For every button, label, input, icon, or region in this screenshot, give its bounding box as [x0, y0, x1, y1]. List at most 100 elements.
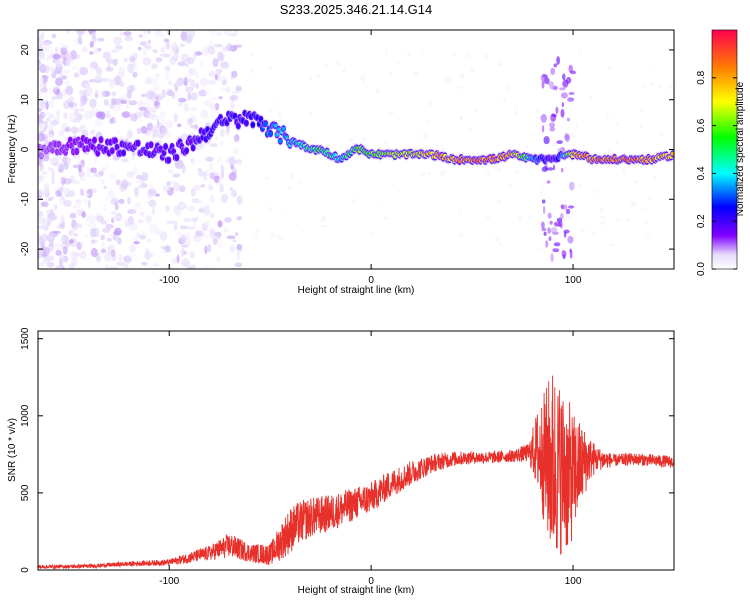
noise-blob [165, 71, 171, 79]
noise-blob [466, 53, 472, 58]
noise-blob [59, 73, 64, 79]
noise-blob [152, 263, 160, 267]
noise-blob [111, 91, 117, 97]
noise-blob [276, 234, 280, 239]
spread-blob [567, 235, 574, 244]
noise-blob [220, 61, 230, 69]
noise-blob [116, 129, 121, 134]
noise-blob [145, 215, 152, 224]
noise-blob [41, 201, 49, 207]
noise-blob [375, 88, 381, 94]
noise-blob [215, 183, 221, 186]
noise-blob [47, 197, 53, 201]
noise-blob [658, 85, 664, 88]
noise-blob [222, 79, 227, 86]
noise-blob [634, 179, 639, 184]
noise-blob [192, 159, 201, 163]
noise-blob [152, 109, 157, 113]
noise-blob [73, 118, 78, 122]
noise-blob [89, 242, 94, 247]
noise-blob [38, 108, 42, 113]
noise-blob [97, 37, 105, 42]
noise-blob [230, 164, 234, 170]
chart-title: S233.2025.346.21.14.G14 [280, 2, 433, 17]
noise-blob [639, 124, 643, 128]
noise-blob [38, 92, 43, 100]
noise-blob [121, 158, 130, 163]
spread-blob [566, 117, 571, 122]
noise-blob [42, 111, 51, 117]
noise-blob [279, 237, 284, 240]
noise-blob [130, 155, 136, 160]
noise-blob [75, 198, 82, 209]
noise-blob [148, 107, 154, 113]
noise-blob [50, 66, 54, 74]
noise-blob [131, 236, 138, 241]
noise-blob [76, 30, 85, 36]
spread-blob [540, 114, 547, 123]
ridge-core [136, 141, 141, 146]
noise-blob [237, 158, 243, 165]
noise-blob [126, 103, 129, 109]
noise-blob [109, 102, 115, 110]
noise-blob [63, 45, 70, 49]
noise-blob [193, 184, 200, 191]
noise-blob [236, 195, 243, 205]
noise-blob [147, 39, 152, 44]
noise-blob [142, 30, 149, 35]
spread-blob [541, 80, 545, 89]
noise-blob [578, 183, 581, 189]
noise-blob [65, 30, 71, 34]
noise-blob [77, 158, 83, 165]
noise-blob [151, 114, 160, 121]
noise-blob [229, 187, 234, 191]
noise-blob [646, 235, 651, 239]
noise-blob [80, 192, 90, 197]
noise-blob [80, 95, 87, 105]
colorbar-tick-label: 0.8 [696, 70, 707, 84]
noise-blob [71, 220, 79, 231]
noise-blob [101, 167, 106, 172]
noise-blob [215, 135, 219, 142]
noise-blob [168, 80, 172, 86]
noise-blob [246, 72, 250, 75]
noise-blob [162, 185, 170, 192]
noise-blob [102, 90, 111, 97]
ridge-core [166, 158, 171, 163]
noise-blob [143, 34, 147, 39]
noise-blob [575, 122, 579, 128]
noise-blob [217, 156, 222, 164]
noise-blob [179, 225, 189, 230]
noise-blob [141, 93, 148, 98]
noise-blob [186, 231, 190, 238]
x-tick-label: 0 [368, 576, 374, 587]
noise-blob [383, 141, 388, 145]
noise-blob [44, 183, 50, 192]
noise-blob [46, 54, 51, 62]
noise-blob [540, 184, 543, 188]
noise-blob [579, 229, 586, 233]
spread-blob [549, 122, 556, 128]
noise-blob [124, 35, 133, 42]
noise-blob [440, 143, 443, 148]
noise-blob [105, 163, 109, 170]
ridge-core [74, 149, 79, 154]
noise-blob [622, 168, 626, 173]
noise-blob [102, 51, 112, 61]
noise-blob [105, 58, 114, 64]
noise-blob [68, 51, 73, 62]
noise-blob [59, 195, 66, 205]
noise-blob [42, 246, 50, 257]
noise-blob [68, 101, 74, 108]
noise-blob [110, 197, 119, 206]
noise-blob [180, 43, 185, 48]
noise-blob [233, 134, 240, 143]
noise-blob [55, 250, 62, 256]
spread-blob [560, 220, 563, 229]
spread-blob [564, 134, 570, 142]
noise-blob [65, 85, 74, 96]
noise-blob [175, 208, 182, 217]
noise-blob [148, 188, 156, 196]
noise-blob [226, 235, 236, 240]
noise-blob [653, 175, 656, 182]
